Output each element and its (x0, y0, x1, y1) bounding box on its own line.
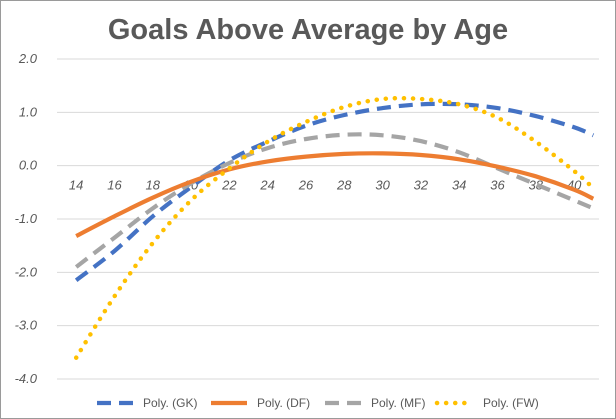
x-tick-label: 22 (221, 178, 237, 193)
x-tick-label: 28 (336, 178, 352, 193)
series-line-poly-gk (74, 101, 595, 282)
series-lines (73, 95, 596, 360)
legend-label: Poly. (DF) (257, 396, 310, 410)
y-tick-label: -2.0 (15, 264, 38, 279)
y-tick-label: -1.0 (15, 211, 38, 226)
legend: Poly. (GK) Poly. (DF) Poly. (MF) Poly. (FW) (97, 396, 539, 410)
y-tick-label: 2.0 (18, 51, 38, 66)
x-tick-label: 34 (452, 178, 466, 193)
chart-title: Goals Above Average by Age (108, 14, 508, 46)
legend-label: Poly. (GK) (143, 396, 197, 410)
y-tick-label: -3.0 (15, 318, 38, 333)
legend-label: Poly. (MF) (371, 396, 425, 410)
x-tick-label: 32 (414, 178, 429, 193)
x-tick-label: 38 (529, 178, 544, 193)
legend-label: Poly. (FW) (483, 396, 539, 410)
y-tick-label: 1.0 (19, 104, 38, 119)
x-tick-label: 18 (146, 178, 161, 193)
y-tick-label: 0.0 (19, 158, 38, 173)
x-tick-label: 24 (259, 178, 274, 193)
x-tick-label: 36 (490, 178, 505, 193)
x-tick-label: 14 (69, 178, 83, 193)
x-tick-label: 26 (298, 178, 314, 193)
series-line-poly-mf (74, 132, 595, 269)
y-axis-ticks: 2.0 1.0 0.0 -1.0 -2.0 -3.0 -4.0 (15, 51, 38, 386)
x-axis-ticks: 14 16 18 20 22 24 26 28 30 32 34 36 38 40 (69, 178, 582, 193)
x-tick-label: 16 (107, 178, 122, 193)
series-line-poly-df (75, 151, 595, 238)
y-tick-label: -4.0 (15, 371, 38, 386)
x-tick-label: 30 (375, 178, 390, 193)
series-line-poly-fw (73, 95, 596, 360)
